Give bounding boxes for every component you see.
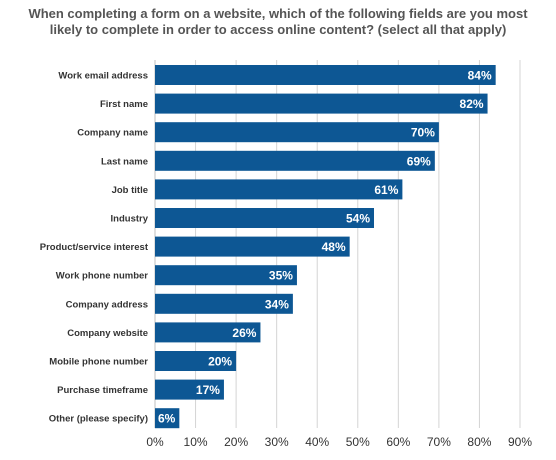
x-tick-label-3: 30% [265, 435, 289, 449]
bar-value-label-11: 17% [196, 383, 220, 397]
category-label-12: Other (please specify) [49, 414, 148, 425]
x-tick-label-7: 70% [427, 435, 451, 449]
bar-value-label-8: 34% [265, 297, 289, 311]
category-label-5: Industry [111, 214, 149, 225]
x-tick-label-1: 10% [184, 435, 208, 449]
chart-title-line-1: When completing a form on a website, whi… [28, 6, 528, 21]
category-label-6: Product/service interest [40, 242, 149, 253]
bar-4 [155, 179, 403, 200]
bar-value-label-12: 6% [158, 412, 176, 426]
bar-value-label-0: 84% [468, 69, 492, 83]
chart-title: When completing a form on a website, whi… [0, 6, 556, 38]
bar-value-label-2: 70% [411, 126, 435, 140]
bar-2 [155, 122, 439, 143]
category-label-7: Work phone number [56, 271, 148, 282]
bar-6 [155, 236, 350, 257]
category-label-8: Company address [66, 299, 148, 310]
category-label-9: Company website [67, 328, 148, 339]
category-label-1: First name [100, 99, 148, 110]
bar-value-label-6: 48% [322, 240, 346, 254]
x-tick-label-9: 90% [508, 435, 532, 449]
bar-10 [155, 351, 237, 371]
bar-value-label-5: 54% [346, 212, 370, 226]
x-axis-ticks: 0% 10% 20% 30% 40% 50% 60% 70% 80% 90% [146, 435, 532, 449]
bars: 84% Work email address 82% First name 70% Com… [40, 65, 496, 429]
category-label-4: Job title [112, 185, 148, 196]
bar-9 [155, 322, 261, 343]
bar-11 [155, 379, 224, 400]
bar-value-label-7: 35% [269, 269, 293, 283]
x-tick-label-0: 0% [146, 435, 164, 449]
chart-title-line-2: likely to complete in order to access on… [49, 22, 507, 37]
bar-0 [155, 65, 496, 85]
x-tick-label-5: 50% [346, 435, 370, 449]
x-tick-label-6: 60% [386, 435, 410, 449]
category-label-0: Work email address [58, 71, 148, 82]
bar-7 [155, 265, 297, 286]
category-label-11: Purchase timeframe [57, 385, 148, 396]
category-label-3: Last name [101, 156, 148, 167]
bar-value-label-4: 61% [374, 183, 398, 197]
bar-1 [155, 93, 488, 114]
category-label-2: Company name [77, 128, 148, 139]
bar-8 [155, 293, 293, 314]
bar-value-label-3: 69% [407, 154, 431, 168]
bar-value-label-9: 26% [232, 326, 256, 340]
x-tick-label-4: 40% [305, 435, 329, 449]
bar-value-label-1: 82% [460, 97, 484, 111]
x-tick-label-2: 20% [224, 435, 248, 449]
bar-3 [155, 150, 435, 171]
category-label-10: Mobile phone number [49, 357, 148, 368]
bar-5 [155, 208, 374, 228]
bar-value-label-10: 20% [208, 355, 232, 369]
x-tick-label-8: 80% [467, 435, 491, 449]
bar-12 [155, 408, 180, 429]
